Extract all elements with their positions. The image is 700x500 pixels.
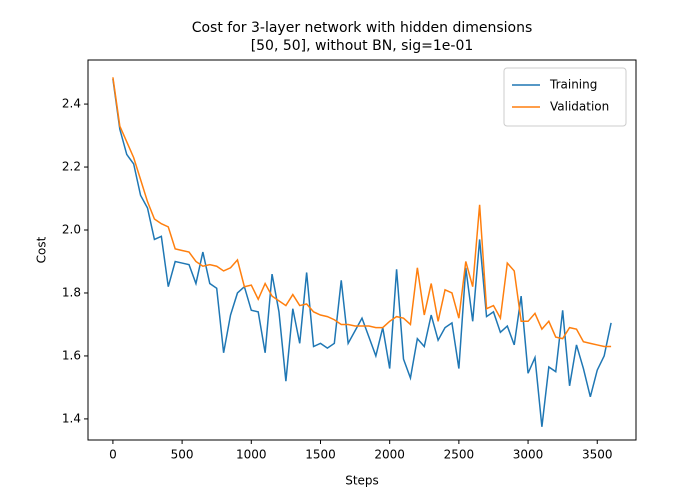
x-axis-label: Steps [345, 474, 379, 488]
x-tick-label: 0 [109, 448, 117, 462]
y-axis-label: Cost [35, 236, 49, 263]
x-tick-label: 500 [171, 448, 194, 462]
x-tick-label: 1000 [236, 448, 267, 462]
legend-label: Validation [550, 100, 609, 114]
x-tick-label: 3000 [513, 448, 544, 462]
legend-label: Training [549, 78, 597, 92]
x-tick-label: 2000 [374, 448, 405, 462]
y-tick-label: 1.8 [62, 285, 81, 299]
y-tick-label: 1.4 [62, 411, 81, 425]
y-tick-label: 1.6 [62, 348, 81, 362]
x-tick-label: 1500 [305, 448, 336, 462]
chart-title: Cost for 3-layer network with hidden dim… [192, 20, 533, 36]
y-tick-label: 2.4 [62, 97, 81, 111]
data-line [112, 77, 612, 348]
y-tick-label: 2.2 [62, 160, 81, 174]
legend-box [503, 67, 627, 127]
y-tick-label: 2.0 [62, 223, 81, 237]
x-tick-label: 3500 [582, 448, 613, 462]
data-line [112, 78, 612, 427]
x-tick-label: 2500 [444, 448, 475, 462]
chart-title: [50, 50], without BN, sig=1e-01 [251, 38, 474, 54]
plot-frame [87, 59, 637, 441]
